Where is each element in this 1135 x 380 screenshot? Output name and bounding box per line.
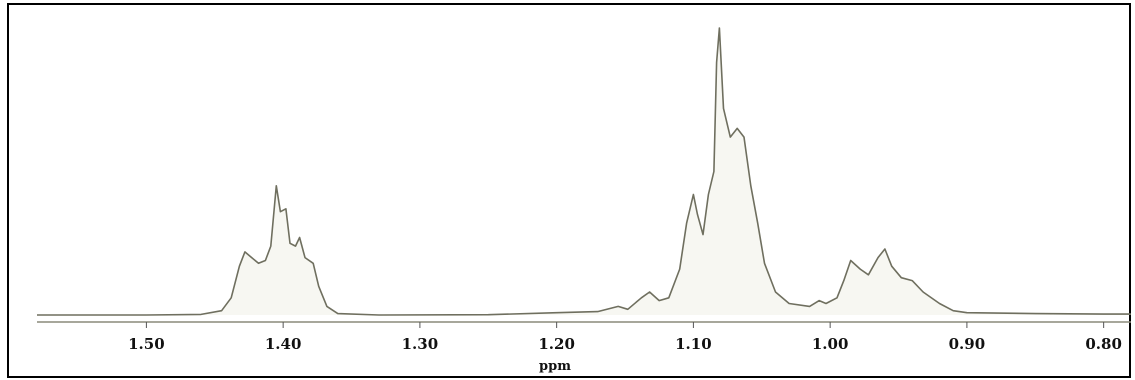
spectrum-line	[37, 27, 1131, 316]
x-tick-label: 1.40	[265, 335, 302, 353]
spectrum-frame	[7, 3, 1131, 378]
x-axis-label: ppm	[539, 359, 571, 374]
spectrum-area	[37, 28, 1131, 315]
x-axis-ticks: 1.50 1.40 1.30 1.20 1.10 1.00 0.90 0.80	[128, 322, 1122, 353]
x-tick-label: 0.80	[1085, 335, 1122, 353]
spectrum-series	[37, 27, 1131, 316]
x-tick-label: 1.20	[538, 335, 575, 353]
x-tick-label: 1.30	[402, 335, 439, 353]
x-tick-label: 1.50	[128, 335, 165, 353]
x-tick-label: 1.10	[675, 335, 712, 353]
x-tick-label: 1.00	[812, 335, 849, 353]
x-tick-label: 0.90	[949, 335, 986, 353]
